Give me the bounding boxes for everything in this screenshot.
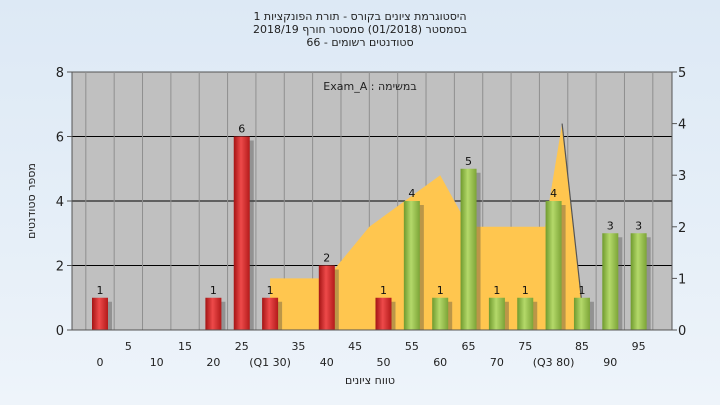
y2-tick-label: 2	[678, 221, 686, 236]
x-tick-label: 10	[150, 356, 164, 369]
bar-value-label: 4	[408, 187, 415, 200]
x-tick-label: 15	[178, 340, 192, 353]
bar	[432, 297, 449, 330]
bar	[318, 265, 335, 330]
x-tick-label: (Q1 30)	[249, 356, 291, 369]
bar	[375, 297, 392, 330]
bar-value-label: 3	[607, 219, 614, 232]
bar-value-label: 1	[578, 284, 585, 297]
x-tick-label: 95	[632, 340, 646, 353]
bar	[488, 297, 505, 330]
bar	[460, 168, 477, 330]
trend-line	[561, 123, 583, 305]
x-tick-label: 65	[462, 340, 476, 353]
y2-tick-label: 0	[678, 324, 686, 339]
bar	[573, 297, 590, 330]
x-tick-label: 25	[235, 340, 249, 353]
chart-title: היסטוגרמת ציונים בקורס - תורת הפונקציות …	[0, 10, 720, 49]
y2-tick-label: 1	[678, 272, 686, 287]
bar-value-label: 1	[437, 284, 444, 297]
title-line-3: סטודנטים רשומים - 66	[306, 36, 414, 49]
bar	[517, 297, 534, 330]
y2-tick-label: 3	[678, 169, 686, 184]
bar-value-label: 1	[493, 284, 500, 297]
bar	[262, 297, 279, 330]
distribution-area	[270, 123, 582, 330]
y-tick-label: 2	[56, 260, 64, 275]
bar-value-label: 1	[267, 284, 274, 297]
x-tick-label: 60	[433, 356, 447, 369]
x-tick-label: 0	[97, 356, 104, 369]
x-tick-label: 50	[377, 356, 391, 369]
bar	[630, 233, 647, 330]
bar-value-label: 4	[550, 187, 557, 200]
bar	[403, 201, 420, 330]
bar	[92, 297, 108, 330]
bar-value-label: 1	[380, 284, 387, 297]
x-tick-label: 70	[490, 356, 504, 369]
bar	[205, 297, 222, 330]
bar-value-label: 1	[210, 284, 217, 297]
x-axis-label: טווח ציונים	[345, 374, 395, 387]
x-tick-label: 35	[291, 340, 305, 353]
y-tick-label: 4	[56, 195, 64, 210]
bar-value-label: 6	[238, 123, 245, 136]
x-tick-label: 85	[575, 340, 589, 353]
x-tick-label: (Q3 80)	[533, 356, 575, 369]
x-tick-label: 75	[518, 340, 532, 353]
y-tick-label: 8	[56, 66, 64, 81]
y-tick-label: 0	[56, 324, 64, 339]
assignment-label: במשימה : Exam_A	[323, 80, 416, 93]
x-tick-label: 55	[405, 340, 419, 353]
bar	[233, 136, 250, 330]
x-tick-label: 40	[320, 356, 334, 369]
bar-value-label: 2	[323, 252, 330, 265]
bar-value-label: 1	[97, 284, 104, 297]
x-tick-label: 90	[603, 356, 617, 369]
bar-value-label: 3	[635, 219, 642, 232]
x-tick-label: 5	[125, 340, 132, 353]
y2-tick-label: 4	[678, 118, 686, 133]
y-tick-label: 6	[56, 131, 64, 146]
bar	[545, 201, 562, 330]
bar	[602, 233, 619, 330]
y2-tick-label: 5	[678, 66, 686, 81]
y-axis-label: מספר סטודנטים	[25, 163, 38, 239]
bar-value-label: 5	[465, 155, 472, 168]
bar-value-label: 1	[522, 284, 529, 297]
title-line-2: בסמסטר (01/2018) סמסטר חורף 2018/19	[253, 23, 467, 36]
x-tick-label: 20	[206, 356, 220, 369]
title-line-1: היסטוגרמת ציונים בקורס - תורת הפונקציות …	[253, 10, 467, 23]
x-tick-label: 45	[348, 340, 362, 353]
